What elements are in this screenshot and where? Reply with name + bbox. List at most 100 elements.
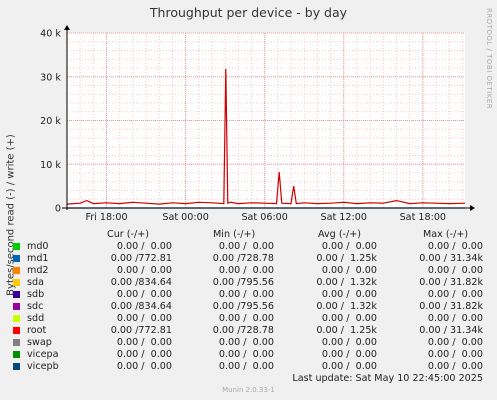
- x-tick-labels: Fri 18:00 Sat 00:00 Sat 06:00 Sat 12:00 Sat …: [85, 212, 446, 223]
- legend-swatch: [13, 243, 20, 250]
- legend-cur: 0.00 / 0.00: [116, 241, 172, 252]
- y-axis-arrow: [64, 25, 70, 30]
- legend-min: 0.00 / 0.00: [218, 361, 274, 372]
- legend-avg: 0.00 / 1.32k: [316, 277, 377, 288]
- legend-max: 0.00 / 31.34k: [419, 253, 483, 264]
- chart-title: Throughput per device - by day: [149, 5, 348, 20]
- legend-avg: 0.00 / 0.00: [321, 241, 377, 252]
- munin-version: Munin 2.0.33-1: [222, 386, 275, 394]
- legend-cur: 0.00 / 0.00: [116, 289, 172, 300]
- legend-swatch: [13, 303, 20, 310]
- legend-row-md2: md2 0.00 / 0.00 0.00 / 0.00 0.00 / 0.00 0.00…: [0, 265, 497, 277]
- legend-avg: 0.00 / 0.00: [321, 337, 377, 348]
- legend-row-vicepa: vicepa 0.00 / 0.00 0.00 / 0.00 0.00 / 0.00 0…: [0, 349, 497, 361]
- x-tick-label: Sat 06:00: [241, 212, 287, 223]
- legend-name: md2: [27, 265, 49, 276]
- x-axis-arrow: [470, 205, 475, 211]
- legend-swatch: [13, 255, 20, 262]
- legend-row-swap: swap 0.00 / 0.00 0.00 / 0.00 0.00 / 0.00 0.0…: [0, 337, 497, 349]
- legend-header-avg: Avg (-/+): [318, 229, 362, 240]
- legend-min: 0.00 /728.78: [212, 253, 274, 264]
- legend-cur: 0.00 /834.64: [110, 301, 172, 312]
- legend-swatch: [13, 339, 20, 346]
- legend-name: sdd: [27, 313, 45, 324]
- legend-min: 0.00 /795.56: [212, 277, 274, 288]
- legend-max: 0.00 / 0.00: [427, 265, 483, 276]
- legend-max: 0.00 / 31.82k: [419, 277, 483, 288]
- legend-max: 0.00 / 0.00: [427, 241, 483, 252]
- y-tick-label: 40 k: [40, 29, 61, 40]
- legend-max: 0.00 / 0.00: [427, 361, 483, 372]
- legend-swatch: [13, 351, 20, 358]
- legend-cur: 0.00 / 0.00: [116, 361, 172, 372]
- legend-name: root: [27, 325, 47, 336]
- x-tick-label: Sat 12:00: [321, 212, 367, 223]
- legend-name: vicepb: [27, 361, 59, 372]
- rrdtool-watermark: RRDTOOL / TOBI OETIKER: [485, 8, 495, 109]
- legend-max: 0.00 / 0.00: [427, 313, 483, 324]
- y-tick-label: 0: [55, 204, 61, 215]
- legend-max: 0.00 / 0.00: [427, 349, 483, 360]
- legend-row-sdc: sdc 0.00 /834.64 0.00 /795.56 0.00 / 1.32k 0…: [0, 301, 497, 313]
- y-tick-label: 30 k: [40, 72, 61, 83]
- legend-swatch: [13, 327, 20, 334]
- plot-area: 0 10 k 20 k 30 k 40 k Fri 18:00 Sat 00:00 Sat …: [40, 25, 475, 223]
- legend-avg: 0.00 / 0.00: [321, 265, 377, 276]
- legend-row-vicepb: vicepb 0.00 / 0.00 0.00 / 0.00 0.00 / 0.00 0…: [0, 361, 497, 373]
- x-tick-label: Fri 18:00: [85, 212, 127, 223]
- legend-name: sdc: [27, 301, 44, 312]
- y-tick-label: 20 k: [40, 116, 61, 127]
- legend-avg: 0.00 / 1.25k: [316, 253, 377, 264]
- legend-cur: 0.00 /772.81: [110, 253, 172, 264]
- legend-row-md1: md1 0.00 /772.81 0.00 /728.78 0.00 / 1.25k 0…: [0, 253, 497, 265]
- legend-swatch: [13, 291, 20, 298]
- legend-cur: 0.00 / 0.00: [116, 349, 172, 360]
- legend-avg: 0.00 / 0.00: [321, 361, 377, 372]
- legend-min: 0.00 / 0.00: [218, 241, 274, 252]
- last-update: Last update: Sat May 10 22:45:00 2025: [292, 373, 483, 384]
- legend-max: 0.00 / 31.82k: [419, 301, 483, 312]
- legend-avg: 0.00 / 0.00: [321, 313, 377, 324]
- legend-max: 0.00 / 0.00: [427, 337, 483, 348]
- legend-name: sdb: [27, 289, 45, 300]
- legend-max: 0.00 / 0.00: [427, 289, 483, 300]
- series-line-root: [66, 68, 466, 205]
- legend-name: md0: [27, 241, 49, 252]
- y-tick-labels: 0 10 k 20 k 30 k 40 k: [40, 29, 61, 215]
- legend-header-max: Max (-/+): [423, 229, 469, 240]
- legend-name: swap: [27, 337, 52, 348]
- legend-row-md0: md0 0.00 / 0.00 0.00 / 0.00 0.00 / 0.00 0.00…: [0, 241, 497, 253]
- rrdtool-watermark-text: RRDTOOL / TOBI OETIKER: [485, 8, 493, 110]
- legend-row-sdd: sdd 0.00 / 0.00 0.00 / 0.00 0.00 / 0.00 0.00…: [0, 313, 497, 325]
- legend-row-root: root 0.00 /772.81 0.00 /728.78 0.00 / 1.25k…: [0, 325, 497, 337]
- legend-swatch: [13, 363, 20, 370]
- legend-cur: 0.00 / 0.00: [116, 337, 172, 348]
- legend-name: vicepa: [27, 349, 59, 360]
- legend-avg: 0.00 / 0.00: [321, 289, 377, 300]
- legend-swatch: [13, 279, 20, 286]
- legend-row-sdb: sdb 0.00 / 0.00 0.00 / 0.00 0.00 / 0.00 0.00…: [0, 289, 497, 301]
- legend-avg: 0.00 / 0.00: [321, 349, 377, 360]
- legend-min: 0.00 / 0.00: [218, 265, 274, 276]
- legend-row-sda: sda 0.00 /834.64 0.00 /795.56 0.00 / 1.32k 0…: [0, 277, 497, 289]
- legend-swatch: [13, 267, 20, 274]
- legend-avg: 0.00 / 1.25k: [316, 325, 377, 336]
- legend-cur: 0.00 / 0.00: [116, 265, 172, 276]
- legend-header-cur: Cur (-/+): [107, 229, 149, 240]
- x-tick-label: Sat 00:00: [162, 212, 208, 223]
- legend-min: 0.00 /795.56: [212, 301, 274, 312]
- x-tick-label: Sat 18:00: [400, 212, 446, 223]
- legend-header-min: Min (-/+): [213, 229, 256, 240]
- legend-name: sda: [27, 277, 44, 288]
- legend-min: 0.00 / 0.00: [218, 289, 274, 300]
- legend-min: 0.00 / 0.00: [218, 313, 274, 324]
- legend-min: 0.00 / 0.00: [218, 349, 274, 360]
- legend-swatch: [13, 315, 20, 322]
- y-tick-label: 10 k: [40, 160, 61, 171]
- legend-min: 0.00 / 0.00: [218, 337, 274, 348]
- legend-cur: 0.00 / 0.00: [116, 313, 172, 324]
- grid-lines: [67, 32, 465, 209]
- legend-max: 0.00 / 31.34k: [419, 325, 483, 336]
- legend-avg: 0.00 / 1.32k: [316, 301, 377, 312]
